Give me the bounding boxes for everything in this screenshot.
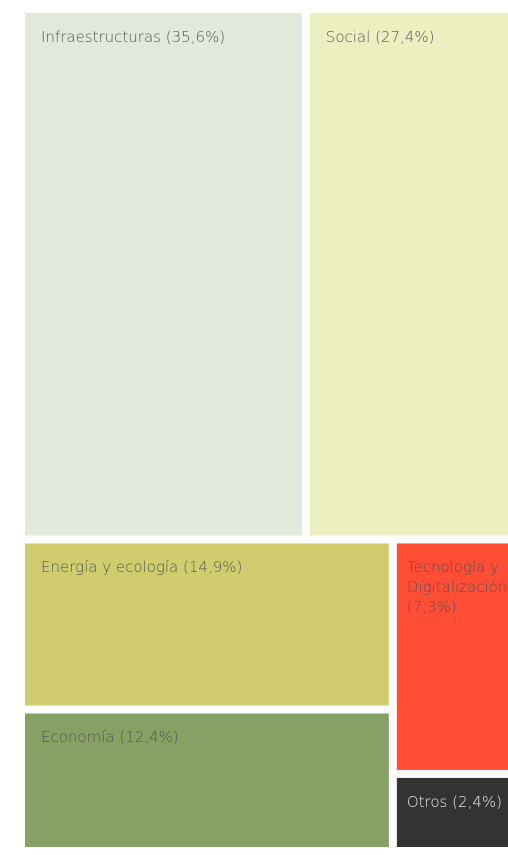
cell-label: Social (27,4%) <box>326 27 508 47</box>
treemap-cell <box>25 543 389 706</box>
cell-label: Otros (2,4%) <box>407 792 508 812</box>
cell-label-box: Social (27,4%) <box>326 27 508 47</box>
cell-label: Infraestructuras (35,6%) <box>41 27 300 47</box>
cell-label-box: Otros (2,4%) <box>407 792 508 812</box>
cell-label-box: Economía (12,4%) <box>41 727 387 747</box>
value-label: (12,4%) <box>119 728 179 747</box>
cell-label-box: Energía y ecología (14,9%) <box>41 557 387 577</box>
treemap-cell <box>25 13 302 536</box>
treemap-cell <box>396 543 508 770</box>
treemap-cell <box>25 713 389 847</box>
category-name: Economía <box>41 728 115 747</box>
category-name: Otros <box>406 792 448 811</box>
cell-label-box: Tecnología y Digitalización (7,3%) <box>407 557 508 617</box>
cell-label: Tecnología y Digitalización (7,3%) <box>407 557 508 617</box>
category-name: Infraestructuras <box>41 28 161 46</box>
cell-label-box: Infraestructuras (35,6%) <box>41 27 300 47</box>
value-label: (35,6%) <box>165 28 226 46</box>
value-label: (14,9%) <box>183 558 243 577</box>
cell-label: Energía y ecología (14,9%) <box>41 557 387 577</box>
treemap-cell <box>309 13 508 536</box>
category-name: Social <box>325 28 371 46</box>
cell-label: Economía (12,4%) <box>41 727 387 747</box>
category-name: Energía y ecología <box>41 558 179 577</box>
treemap-cell <box>396 777 508 847</box>
value-label: (7,3%) <box>406 598 457 617</box>
value-label: (2,4%) <box>452 792 502 811</box>
category-name: Tecnología y Digitalización <box>406 558 508 597</box>
value-label: (27,4%) <box>375 28 435 46</box>
